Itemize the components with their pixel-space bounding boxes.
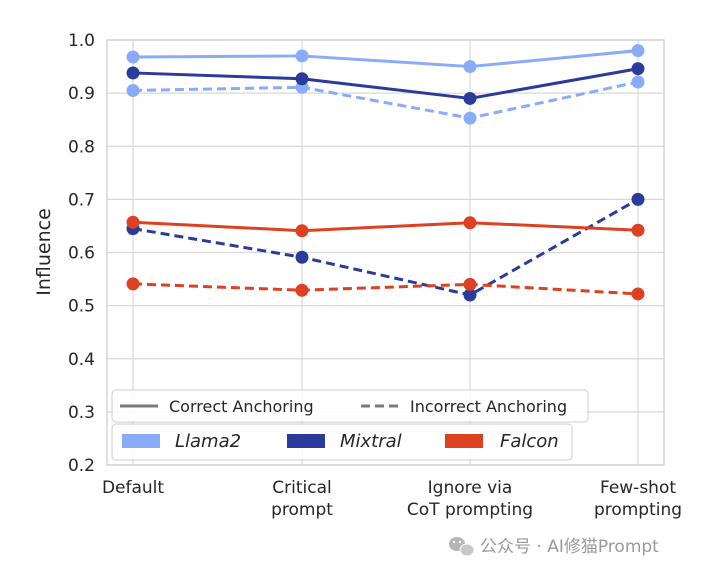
x-tick-label: Critical bbox=[272, 478, 331, 498]
legend-correct-anchoring: Correct Anchoring bbox=[169, 397, 314, 416]
data-point-falcon-incorrect bbox=[463, 277, 477, 291]
data-point-llama2-incorrect bbox=[126, 83, 140, 97]
x-tick-label: Default bbox=[102, 478, 164, 498]
x-tick-label: Few-shot bbox=[600, 478, 676, 498]
data-point-llama2-incorrect bbox=[631, 75, 645, 89]
data-point-falcon-correct bbox=[126, 215, 140, 229]
series-llama2-correct bbox=[126, 44, 645, 74]
y-tick-label: 0.6 bbox=[68, 244, 95, 264]
data-point-falcon-incorrect bbox=[126, 277, 140, 291]
legend-llama2-swatch bbox=[122, 434, 160, 448]
watermark-text: 公众号 · AI修猫Prompt bbox=[480, 537, 659, 557]
data-point-mixtral-correct bbox=[463, 91, 477, 105]
data-point-falcon-correct bbox=[463, 216, 477, 230]
data-point-llama2-correct bbox=[126, 50, 140, 64]
legend-models-box bbox=[111, 423, 573, 461]
data-point-mixtral-correct bbox=[126, 66, 140, 80]
axis-ticks: 0.2 0.3 0.4 0.5 0.6 0.7 0.8 0.9 1.0 Default Critic… bbox=[68, 31, 682, 520]
data-point-falcon-correct bbox=[295, 224, 309, 238]
data-point-llama2-correct bbox=[463, 60, 477, 74]
legend-mixtral: Mixtral bbox=[340, 431, 402, 452]
x-tick-label: prompt bbox=[271, 500, 333, 520]
data-point-llama2-correct bbox=[631, 44, 645, 58]
y-tick-label: 0.3 bbox=[68, 403, 95, 423]
legend-llama2: Llama2 bbox=[175, 431, 241, 452]
data-point-mixtral-incorrect bbox=[463, 288, 477, 302]
data-point-mixtral-correct bbox=[631, 62, 645, 76]
series-line-mixtral-incorrect bbox=[132, 198, 639, 297]
series-line-mixtral-correct bbox=[132, 67, 639, 100]
series-layer bbox=[126, 44, 645, 302]
y-tick-label: 0.8 bbox=[68, 137, 95, 157]
series-line-llama2-correct bbox=[132, 49, 639, 69]
y-tick-label: 0.5 bbox=[68, 297, 95, 317]
legend-falcon-swatch bbox=[445, 434, 483, 448]
series-mixtral-correct bbox=[126, 62, 645, 105]
plot-area bbox=[106, 39, 665, 466]
series-falcon-incorrect bbox=[126, 277, 645, 301]
legend-line-style-box bbox=[111, 389, 589, 423]
x-tick-label: prompting bbox=[594, 500, 682, 520]
data-point-llama2-correct bbox=[295, 49, 309, 63]
wechat-icon bbox=[449, 537, 475, 557]
legend-models: Llama2 Mixtral Falcon bbox=[111, 423, 573, 461]
y-tick-label: 0.7 bbox=[68, 190, 95, 210]
data-point-falcon-incorrect bbox=[295, 283, 309, 297]
series-llama2-incorrect bbox=[126, 75, 645, 125]
series-line-llama2-incorrect bbox=[132, 80, 639, 120]
y-axis-label: Influence bbox=[33, 208, 55, 296]
legend-incorrect-anchoring: Incorrect Anchoring bbox=[410, 397, 567, 416]
legend-line-style: Correct Anchoring Incorrect Anchoring bbox=[111, 389, 589, 423]
data-point-mixtral-incorrect bbox=[631, 192, 645, 206]
data-point-falcon-incorrect bbox=[631, 287, 645, 301]
series-line-falcon-incorrect bbox=[132, 282, 639, 296]
data-point-llama2-incorrect bbox=[463, 111, 477, 125]
y-tick-label: 0.4 bbox=[68, 350, 95, 370]
x-tick-label: Ignore via bbox=[428, 478, 513, 498]
y-tick-label: 0.9 bbox=[68, 84, 95, 104]
y-tick-label: 1.0 bbox=[68, 31, 95, 51]
y-tick-label: 0.2 bbox=[68, 456, 95, 476]
legend-falcon: Falcon bbox=[500, 431, 559, 452]
data-point-falcon-correct bbox=[631, 223, 645, 237]
legend-mixtral-swatch bbox=[287, 434, 325, 448]
x-tick-label: CoT prompting bbox=[407, 500, 533, 520]
data-point-mixtral-correct bbox=[295, 72, 309, 86]
data-point-mixtral-incorrect bbox=[295, 250, 309, 264]
watermark: 公众号 · AI修猫Prompt bbox=[449, 537, 659, 557]
series-line-falcon-correct bbox=[132, 220, 639, 233]
series-falcon-correct bbox=[126, 215, 645, 238]
